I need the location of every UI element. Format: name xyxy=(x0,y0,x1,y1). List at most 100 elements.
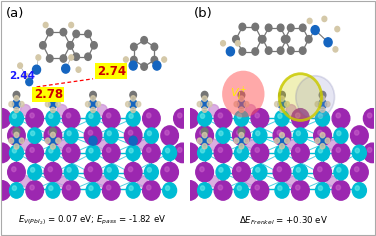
Circle shape xyxy=(334,164,348,180)
Circle shape xyxy=(0,181,11,200)
Circle shape xyxy=(84,162,102,182)
Circle shape xyxy=(45,101,50,107)
Circle shape xyxy=(66,185,71,190)
Circle shape xyxy=(97,139,107,150)
Circle shape xyxy=(47,55,53,62)
Circle shape xyxy=(367,113,372,118)
Circle shape xyxy=(144,128,158,143)
Circle shape xyxy=(277,167,282,172)
Circle shape xyxy=(318,114,323,118)
Circle shape xyxy=(56,138,61,143)
Circle shape xyxy=(315,183,329,198)
Circle shape xyxy=(275,111,289,126)
Circle shape xyxy=(129,186,133,190)
Circle shape xyxy=(352,183,366,198)
Circle shape xyxy=(287,24,294,31)
Circle shape xyxy=(14,144,19,149)
Circle shape xyxy=(200,167,204,172)
Circle shape xyxy=(202,96,207,101)
Circle shape xyxy=(207,101,212,107)
Circle shape xyxy=(324,38,332,47)
Circle shape xyxy=(296,168,300,172)
Circle shape xyxy=(130,91,136,99)
Circle shape xyxy=(106,113,111,118)
Circle shape xyxy=(216,164,230,180)
Circle shape xyxy=(49,186,53,190)
Circle shape xyxy=(233,162,250,182)
Circle shape xyxy=(277,24,284,31)
Circle shape xyxy=(66,148,71,152)
Circle shape xyxy=(299,24,306,31)
Circle shape xyxy=(200,130,204,135)
Circle shape xyxy=(136,101,141,107)
Circle shape xyxy=(251,143,269,163)
Circle shape xyxy=(237,136,246,145)
Circle shape xyxy=(278,148,282,153)
Text: (a): (a) xyxy=(6,7,24,20)
Circle shape xyxy=(214,143,232,163)
Circle shape xyxy=(49,148,53,153)
Circle shape xyxy=(202,143,207,149)
Circle shape xyxy=(209,176,219,187)
Circle shape xyxy=(274,101,279,107)
Circle shape xyxy=(85,101,90,107)
Circle shape xyxy=(129,148,133,153)
Circle shape xyxy=(9,101,14,107)
Circle shape xyxy=(258,36,265,43)
Circle shape xyxy=(202,133,207,138)
Circle shape xyxy=(26,143,44,163)
Circle shape xyxy=(219,168,223,172)
Circle shape xyxy=(355,186,359,190)
Circle shape xyxy=(285,138,290,143)
Circle shape xyxy=(265,47,272,54)
Circle shape xyxy=(89,136,97,145)
Circle shape xyxy=(239,143,244,149)
Circle shape xyxy=(23,73,28,78)
Circle shape xyxy=(197,101,202,107)
Circle shape xyxy=(246,176,256,187)
Circle shape xyxy=(44,162,62,182)
Circle shape xyxy=(73,53,79,60)
Circle shape xyxy=(296,148,300,152)
Circle shape xyxy=(49,136,57,145)
Circle shape xyxy=(221,41,226,46)
Circle shape xyxy=(69,55,74,60)
Circle shape xyxy=(12,186,17,190)
Circle shape xyxy=(209,139,219,150)
Circle shape xyxy=(237,167,241,172)
Circle shape xyxy=(18,63,23,68)
Circle shape xyxy=(67,131,71,136)
Circle shape xyxy=(89,148,93,153)
Circle shape xyxy=(128,167,133,172)
Circle shape xyxy=(291,109,309,128)
Circle shape xyxy=(320,96,325,101)
Circle shape xyxy=(252,48,259,55)
Circle shape xyxy=(318,130,322,135)
Circle shape xyxy=(233,126,250,145)
Circle shape xyxy=(56,101,61,107)
Circle shape xyxy=(278,114,282,118)
Circle shape xyxy=(151,43,158,51)
Circle shape xyxy=(106,185,111,190)
Circle shape xyxy=(279,91,285,99)
Circle shape xyxy=(244,138,249,143)
Circle shape xyxy=(174,143,191,163)
Circle shape xyxy=(350,162,368,182)
Circle shape xyxy=(50,96,55,101)
Circle shape xyxy=(76,67,81,72)
Circle shape xyxy=(291,181,309,200)
Circle shape xyxy=(218,185,223,190)
Circle shape xyxy=(30,131,35,136)
Circle shape xyxy=(36,55,41,60)
Circle shape xyxy=(129,100,137,109)
Circle shape xyxy=(129,114,133,118)
Circle shape xyxy=(364,143,376,163)
Circle shape xyxy=(293,128,308,143)
Circle shape xyxy=(311,26,319,34)
Text: 2.78: 2.78 xyxy=(34,88,63,101)
Circle shape xyxy=(46,183,60,198)
Circle shape xyxy=(177,148,182,152)
Circle shape xyxy=(39,42,46,49)
Circle shape xyxy=(86,111,100,126)
Circle shape xyxy=(64,164,78,180)
